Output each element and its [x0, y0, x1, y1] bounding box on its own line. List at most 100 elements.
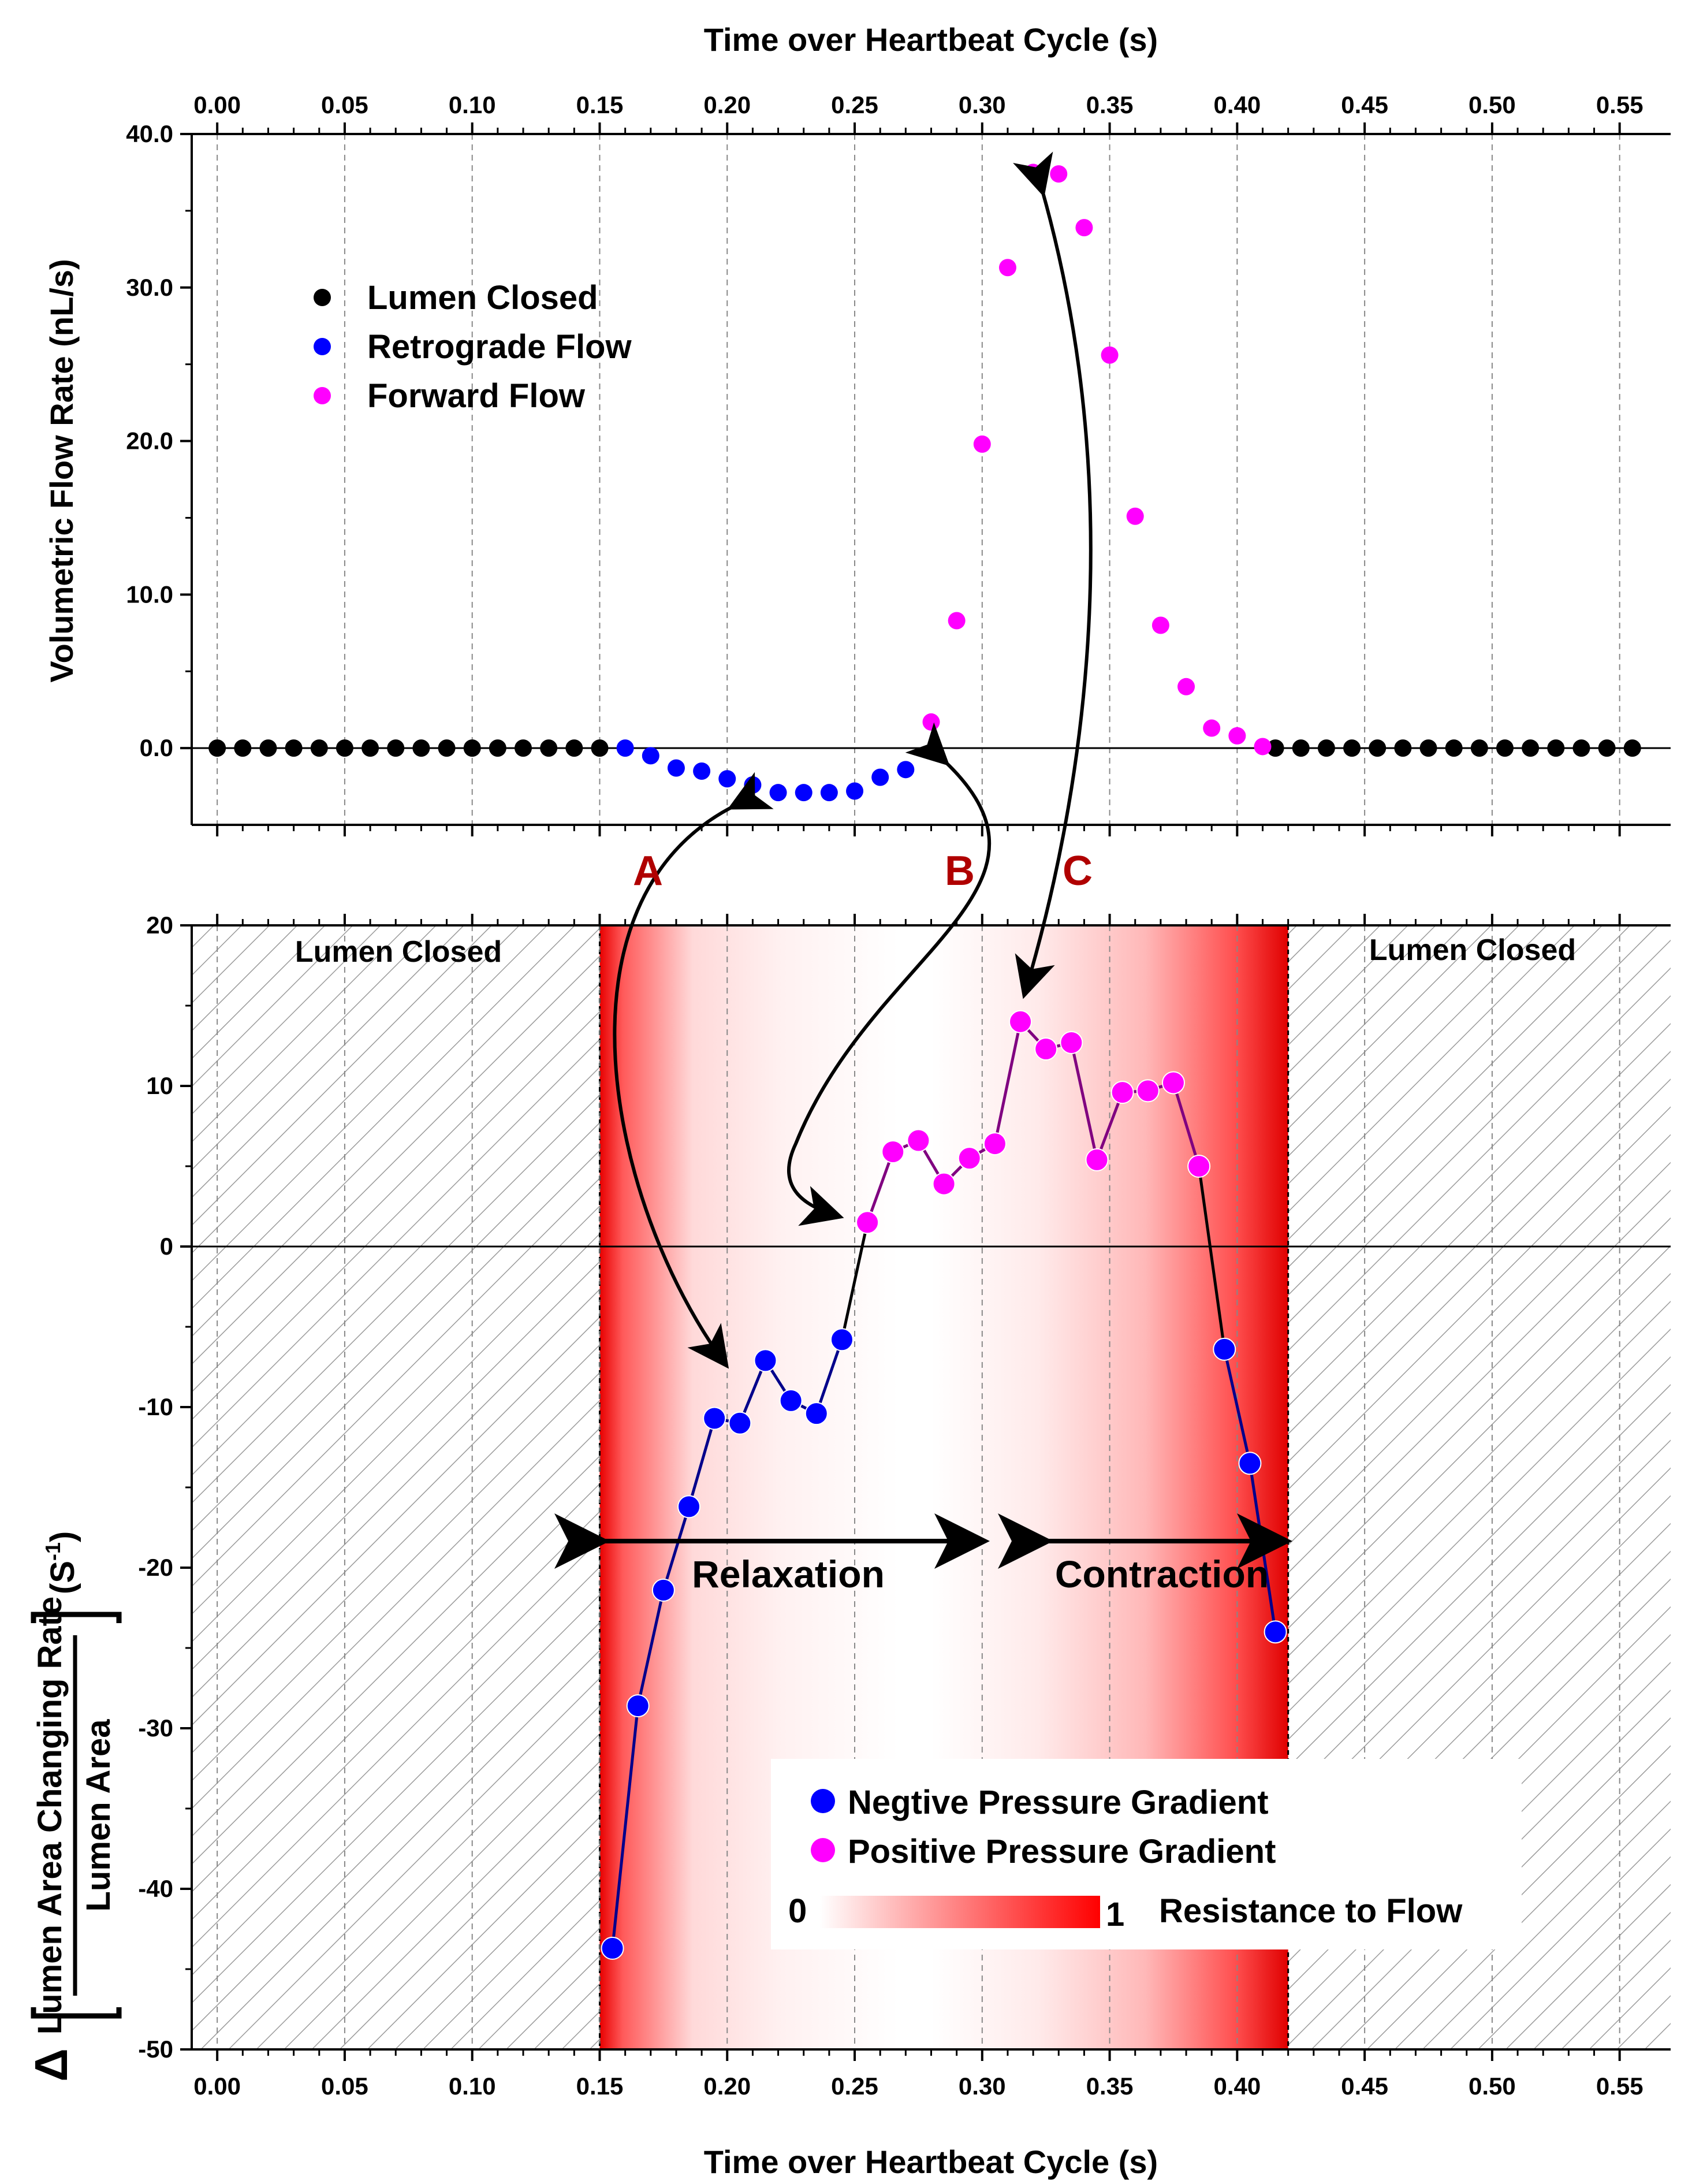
point-lumen-closed	[1598, 739, 1616, 757]
point-positive-gradient	[932, 1172, 956, 1196]
top-x-tick-label: 0.00	[193, 91, 241, 118]
bottom-panel: 0.00 0.05 0.10 0.15 0.20 0.25 0.30 0.35 0.40 0.45…	[25, 911, 1671, 2180]
legend-marker-forward	[314, 387, 331, 404]
bottom-x-ticks: 0.00 0.05 0.10 0.15 0.20 0.25 0.30 0.35 0.40 0.45…	[193, 914, 1643, 2100]
annotation-arrows: A B C	[613, 151, 1093, 1369]
point-lumen-closed	[285, 739, 303, 757]
contraction-label: Contraction	[1055, 1553, 1269, 1595]
point-positive-gradient	[1161, 1071, 1185, 1095]
point-forward-flow	[1050, 165, 1068, 183]
bottom-series-segment	[815, 1339, 844, 1414]
point-positive-gradient	[907, 1129, 930, 1152]
point-negative-gradient	[601, 1936, 624, 1960]
bottom-series-segment	[611, 1705, 640, 1949]
top-y-ticks: 0.0 10.0 20.0 30.0 40.0	[126, 120, 192, 761]
legend-marker-negative	[811, 1789, 835, 1813]
point-lumen-closed	[1266, 739, 1284, 757]
bottom-series-segment	[1069, 1042, 1098, 1160]
point-forward-flow	[1177, 678, 1195, 695]
bottom-y-tick-label: -20	[138, 1554, 173, 1581]
legend-label-retrograde: Retrograde Flow	[367, 328, 632, 366]
top-legend: Lumen Closed Retrograde Flow Forward Flo…	[314, 279, 632, 415]
point-lumen-closed	[489, 739, 506, 757]
bottom-x-tick-label: 0.05	[321, 2073, 368, 2100]
point-lumen-closed	[438, 739, 456, 757]
top-x-tick-label: 0.10	[449, 91, 496, 118]
point-lumen-closed	[310, 739, 328, 757]
point-lumen-closed	[540, 739, 558, 757]
bottom-series-segment	[636, 1590, 665, 1706]
point-retrograde-flow	[744, 776, 762, 794]
point-positive-gradient	[957, 1147, 981, 1170]
bottom-x-tick-label: 0.00	[193, 2073, 241, 2100]
point-forward-flow	[1228, 727, 1246, 745]
resistance-scale-max: 1	[1106, 1896, 1124, 1933]
point-negative-gradient	[1213, 1337, 1236, 1361]
point-negative-gradient	[1238, 1452, 1262, 1475]
top-x-tick-label: 0.25	[831, 91, 878, 118]
point-lumen-closed	[259, 739, 277, 757]
bottom-y-ticks: 20 10 0 -10 -20 -30 -40 -50	[138, 911, 192, 2063]
point-lumen-closed	[1572, 739, 1590, 757]
point-lumen-closed	[1445, 739, 1463, 757]
bottom-series-segment	[1197, 1166, 1226, 1350]
point-lumen-closed	[1343, 739, 1361, 757]
point-lumen-closed	[412, 739, 430, 757]
y-title-bracket-right	[31, 1612, 122, 1623]
point-positive-gradient	[1085, 1148, 1109, 1171]
point-lumen-closed	[1623, 739, 1641, 757]
resistance-scale-label: Resistance to Flow	[1159, 1892, 1463, 1930]
bottom-series-segment	[687, 1417, 716, 1508]
point-lumen-closed	[1522, 739, 1540, 757]
point-negative-gradient	[779, 1389, 803, 1412]
bottom-series-segment	[840, 1222, 869, 1340]
top-y-tick-label: 30.0	[126, 274, 173, 301]
point-forward-flow	[922, 713, 940, 731]
point-negative-gradient	[830, 1328, 854, 1352]
top-x-tick-label: 0.45	[1341, 91, 1388, 118]
legend-marker-retrograde	[314, 338, 331, 355]
point-lumen-closed	[515, 739, 532, 757]
bottom-series-segment	[1223, 1349, 1251, 1464]
point-forward-flow	[1024, 163, 1042, 181]
region-label-closed-left: Lumen Closed	[295, 935, 502, 969]
top-x-tick-label: 0.55	[1596, 91, 1643, 118]
y-title-numerator: Lumen Area Changing Rate	[31, 1597, 69, 2034]
top-x-tick-label: 0.50	[1469, 91, 1516, 118]
bottom-y-tick-label: 20	[146, 911, 173, 939]
bottom-x-tick-label: 0.20	[703, 2073, 751, 2100]
top-x-tick-label: 0.20	[703, 91, 751, 118]
point-negative-gradient	[651, 1578, 675, 1602]
bottom-x-tick-label: 0.25	[831, 2073, 878, 2100]
point-lumen-closed	[361, 739, 379, 757]
point-positive-gradient	[856, 1211, 879, 1234]
point-lumen-closed	[1369, 739, 1387, 757]
point-lumen-closed	[1419, 739, 1437, 757]
region-label-closed-right: Lumen Closed	[1369, 933, 1576, 967]
point-positive-gradient	[1110, 1081, 1134, 1104]
legend-label-closed: Lumen Closed	[367, 279, 598, 317]
point-lumen-closed	[387, 739, 405, 757]
point-lumen-closed	[1547, 739, 1565, 757]
point-negative-gradient	[626, 1694, 650, 1718]
point-retrograde-flow	[846, 782, 864, 800]
point-lumen-closed	[1292, 739, 1310, 757]
point-retrograde-flow	[718, 770, 736, 788]
point-negative-gradient	[754, 1349, 777, 1372]
point-lumen-closed	[565, 739, 583, 757]
top-x-tick-label: 0.35	[1086, 91, 1134, 118]
point-lumen-closed	[208, 739, 226, 757]
point-forward-flow	[1203, 719, 1221, 737]
bottom-x-tick-label: 0.15	[576, 2073, 624, 2100]
point-lumen-closed	[234, 739, 252, 757]
bottom-y-tick-label: -40	[138, 1875, 173, 1902]
resistance-scale-min: 0	[788, 1892, 807, 1930]
bottom-y-tick-label: -50	[138, 2036, 173, 2063]
point-forward-flow	[1254, 738, 1272, 756]
point-retrograde-flow	[769, 784, 787, 802]
top-panel: 0.00 0.05 0.10 0.15 0.20 0.25 0.30 0.35 0.40 0.45…	[43, 21, 1671, 836]
y-title-bracket-left	[31, 2007, 122, 2019]
bottom-x-tick-label: 0.35	[1086, 2073, 1134, 2100]
point-positive-gradient	[1009, 1010, 1033, 1033]
